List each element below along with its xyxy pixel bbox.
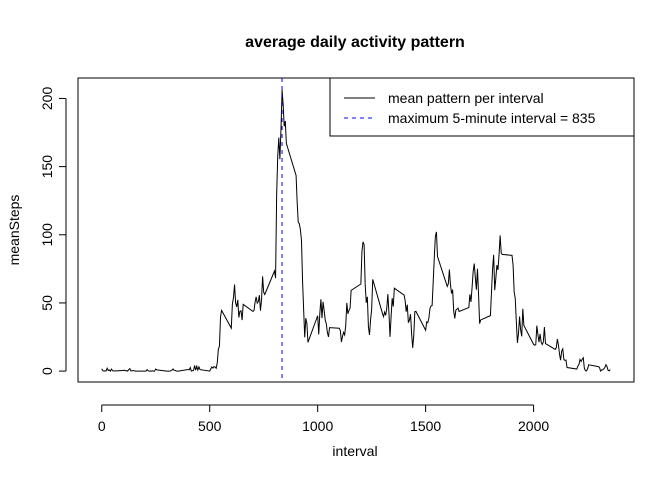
y-tick-label: 100 [39, 223, 55, 247]
y-tick-label: 50 [39, 295, 55, 311]
x-tick-label: 1000 [302, 418, 333, 434]
mean-pattern-line [101, 89, 611, 373]
x-tick-label: 500 [198, 418, 222, 434]
y-axis-label: meanSteps [6, 195, 22, 266]
legend-label-mean: mean pattern per interval [388, 90, 544, 106]
legend-box [329, 77, 635, 137]
x-tick-label: 0 [98, 418, 106, 434]
legend-label-maximum: maximum 5-minute interval = 835 [388, 110, 596, 126]
y-axis: 0 50 100 150 200 [39, 87, 67, 375]
legend: mean pattern per interval maximum 5-minu… [329, 77, 635, 137]
plot-area [101, 78, 611, 382]
x-tick-label: 1500 [410, 418, 441, 434]
y-tick-label: 0 [39, 367, 55, 375]
x-axis: 0 500 1000 1500 2000 [98, 404, 549, 434]
y-tick-label: 150 [39, 155, 55, 179]
chart-title: average daily activity pattern [245, 34, 465, 51]
x-axis-label: interval [332, 443, 377, 459]
y-tick-label: 200 [39, 87, 55, 111]
x-tick-label: 2000 [518, 418, 549, 434]
